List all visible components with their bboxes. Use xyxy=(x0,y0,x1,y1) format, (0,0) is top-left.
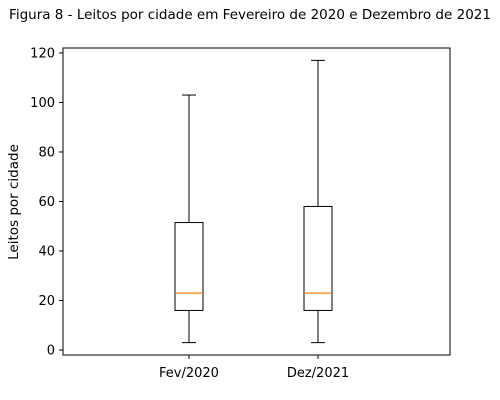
y-axis-ticks: 0 20 40 60 80 100 120 xyxy=(30,46,63,359)
y-tick-label: 120 xyxy=(30,46,55,61)
chart-title: Figura 8 - Leitos por cidade em Fevereir… xyxy=(9,7,491,23)
y-axis-label: Leitos por cidade xyxy=(6,144,22,260)
y-tick-label: 100 xyxy=(30,96,55,111)
box-group xyxy=(174,94,204,344)
box-series xyxy=(174,59,333,344)
plot-frame xyxy=(62,47,451,356)
box-iqr xyxy=(174,222,204,311)
y-tick-label: 80 xyxy=(38,145,55,160)
y-tick-label: 20 xyxy=(38,294,55,309)
y-tick-label: 60 xyxy=(38,195,55,210)
box-group xyxy=(303,59,333,344)
x-tick-label: Dez/2021 xyxy=(287,366,349,381)
x-axis-ticks: Fev/2020 Dez/2021 xyxy=(159,355,349,381)
y-tick-label: 0 xyxy=(47,344,55,359)
box-iqr xyxy=(303,205,333,311)
x-tick-label: Fev/2020 xyxy=(159,366,219,381)
y-tick-label: 40 xyxy=(38,245,55,260)
